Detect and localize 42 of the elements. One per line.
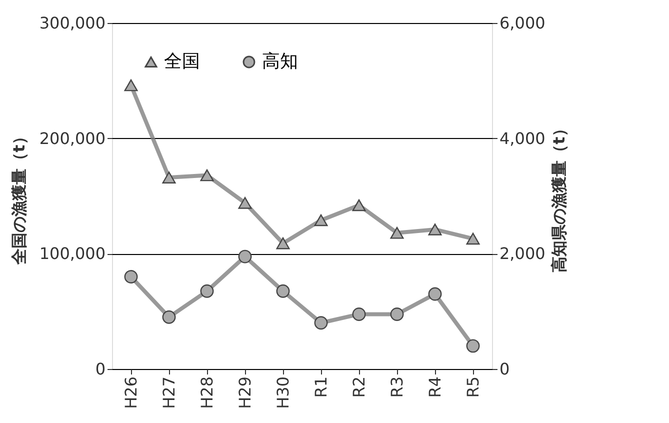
x-tick-label: H26 — [122, 376, 140, 409]
point — [428, 224, 442, 236]
y-tick-label: 200,000 — [39, 128, 106, 148]
point — [162, 310, 176, 324]
x-tick-label: R5 — [464, 376, 482, 398]
x-tick-label: H29 — [236, 376, 254, 409]
point — [466, 339, 480, 353]
point — [238, 197, 252, 209]
x-tick-label: H28 — [198, 376, 216, 409]
point — [314, 214, 328, 226]
legend-label: 全国 — [164, 51, 200, 72]
point — [200, 169, 214, 182]
x-tick-label: R3 — [388, 376, 406, 398]
point — [276, 284, 290, 298]
y2-tick-label: 2,000 — [500, 244, 546, 264]
point — [352, 308, 366, 321]
point — [428, 287, 442, 301]
y-tick-label: 100,000 — [39, 244, 106, 264]
y-tick-label: 0 — [95, 360, 106, 378]
y2-tick-label: 6,000 — [500, 14, 546, 32]
point — [276, 237, 290, 250]
y2-tick-label: 4,000 — [500, 128, 546, 148]
y-axis-title: 全国の漁獲量（t） — [9, 128, 28, 266]
point — [124, 79, 138, 92]
point — [124, 270, 138, 284]
legend-label: 高知 — [262, 51, 298, 72]
point — [466, 232, 480, 245]
x-tick-label: H27 — [160, 376, 178, 409]
point — [390, 308, 404, 321]
y-tick-label: 300,000 — [39, 14, 106, 32]
y2-axis-title: 高知県の漁獲量（t） — [549, 120, 568, 272]
point — [200, 284, 214, 298]
point — [314, 316, 328, 330]
point — [162, 172, 176, 184]
point — [238, 250, 252, 264]
point — [390, 227, 404, 239]
x-tick-label: H30 — [274, 376, 292, 409]
x-tick-label: R4 — [426, 376, 444, 398]
point — [352, 199, 366, 212]
x-tick-label: R1 — [312, 376, 330, 398]
x-tick-label: R2 — [350, 376, 368, 398]
y2-tick-label: 0 — [500, 360, 510, 378]
